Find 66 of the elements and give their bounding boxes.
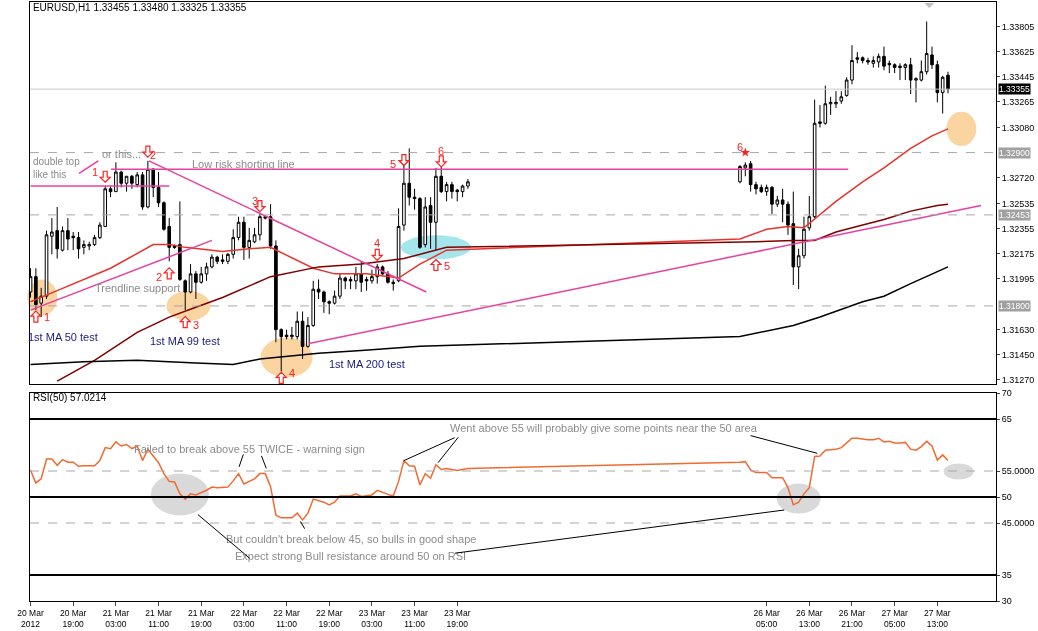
x-tick-label: 23 Mar 19:00 [444, 608, 471, 630]
y-tick-label: 1.31995 [1001, 273, 1035, 284]
x-tick-label: 21 Mar 03:00 [102, 608, 130, 630]
ref-line-label: 1.32453 [999, 210, 1030, 220]
candlestick [396, 207, 401, 283]
x-tick-label: 27 Mar 13:00 [924, 608, 951, 630]
x-tick-label: 26 Mar 21:00 [838, 608, 866, 630]
annotation: But couldn't break below 45, so bulls in good shape [226, 533, 477, 545]
y-tick-label: 35 [1001, 570, 1012, 581]
x-tick-label: 20 Mar 2012 [17, 608, 44, 630]
x-tick-label: 21 Mar 19:00 [187, 608, 215, 630]
annotation: 4 [289, 367, 296, 379]
x-tick-label: 22 Mar 11:00 [273, 608, 300, 630]
x-tick-label: 27 Mar 05:00 [881, 608, 909, 630]
x-tick-label: 20 Mar 19:00 [59, 608, 87, 630]
chart-title: RSI(50) 57.0214 [32, 392, 107, 404]
y-tick-label: 1.33265 [1001, 96, 1035, 107]
x-tick-label: 23 Mar 03:00 [358, 608, 386, 630]
annotation: 1st MA 99 test [150, 335, 220, 347]
annotation: 3 [193, 319, 200, 331]
annotation: 1 [44, 311, 51, 323]
annotation: Went above 55 will probably give some points near the 50 area [450, 422, 758, 434]
y-tick-label: 55.0000 [1001, 466, 1035, 477]
y-tick-label: 1.33080 [1001, 122, 1035, 133]
annotation: 2 [156, 271, 163, 283]
y-tick-label: 1.33445 [1001, 71, 1035, 82]
x-tick-label: 26 Mar 13:00 [796, 608, 823, 630]
x-tick-label: 21 Mar 11:00 [145, 608, 172, 630]
y-tick-label: 1.32175 [1001, 248, 1035, 259]
y-tick-label: 65 [1001, 414, 1012, 425]
annotation: double top like this [33, 156, 81, 180]
candlestick [183, 278, 188, 311]
y-tick-label: 1.32535 [1001, 198, 1035, 209]
y-tick-label: 1.31630 [1001, 324, 1035, 335]
annotation: 1 [92, 166, 99, 178]
x-tick-label: 23 Mar 11:00 [401, 608, 428, 630]
annotation: 6 [438, 145, 445, 157]
chart-title: EURUSD,H1 1.33455 1.33480 1.33325 1.33355 [32, 1, 247, 13]
line-series [30, 437, 949, 521]
y-tick-label: 30 [1001, 596, 1012, 607]
annotation: Low risk shorting line [192, 158, 295, 170]
annotation: 4 [374, 237, 381, 249]
y-tick-label: 1.33625 [1001, 46, 1035, 57]
annotation: 1st MA 200 test [329, 358, 405, 370]
x-tick-label: 26 Mar 05:00 [753, 608, 781, 630]
ref-line-label: 1.31800 [999, 301, 1030, 311]
annotation: 5 [444, 260, 451, 272]
ref-line-label: 1.33355 [999, 84, 1030, 94]
x-tick-label: 22 Mar 03:00 [230, 608, 258, 630]
annotation: 5 [390, 158, 397, 170]
candlestick [839, 90, 844, 105]
candlestick [855, 51, 860, 64]
y-tick-label: 70 [1001, 388, 1012, 399]
y-tick-label: 1.33805 [1001, 21, 1035, 32]
y-tick-label: 1.31270 [1001, 374, 1035, 385]
y-tick-label: 45.0000 [1001, 518, 1035, 529]
x-tick-label: 22 Mar 19:00 [316, 608, 343, 630]
annotation: 6 [737, 141, 744, 153]
annotation: Trendline support [95, 282, 181, 294]
y-tick-label: 1.32355 [1001, 223, 1035, 234]
ref-line-label: 1.32900 [999, 148, 1030, 158]
y-tick-label: 1.32720 [1001, 172, 1035, 183]
candlestick [807, 195, 812, 232]
y-tick-label: 50 [1001, 492, 1012, 503]
y-tick-label: 1.31450 [1001, 349, 1035, 360]
annotation: 3 [252, 195, 259, 207]
